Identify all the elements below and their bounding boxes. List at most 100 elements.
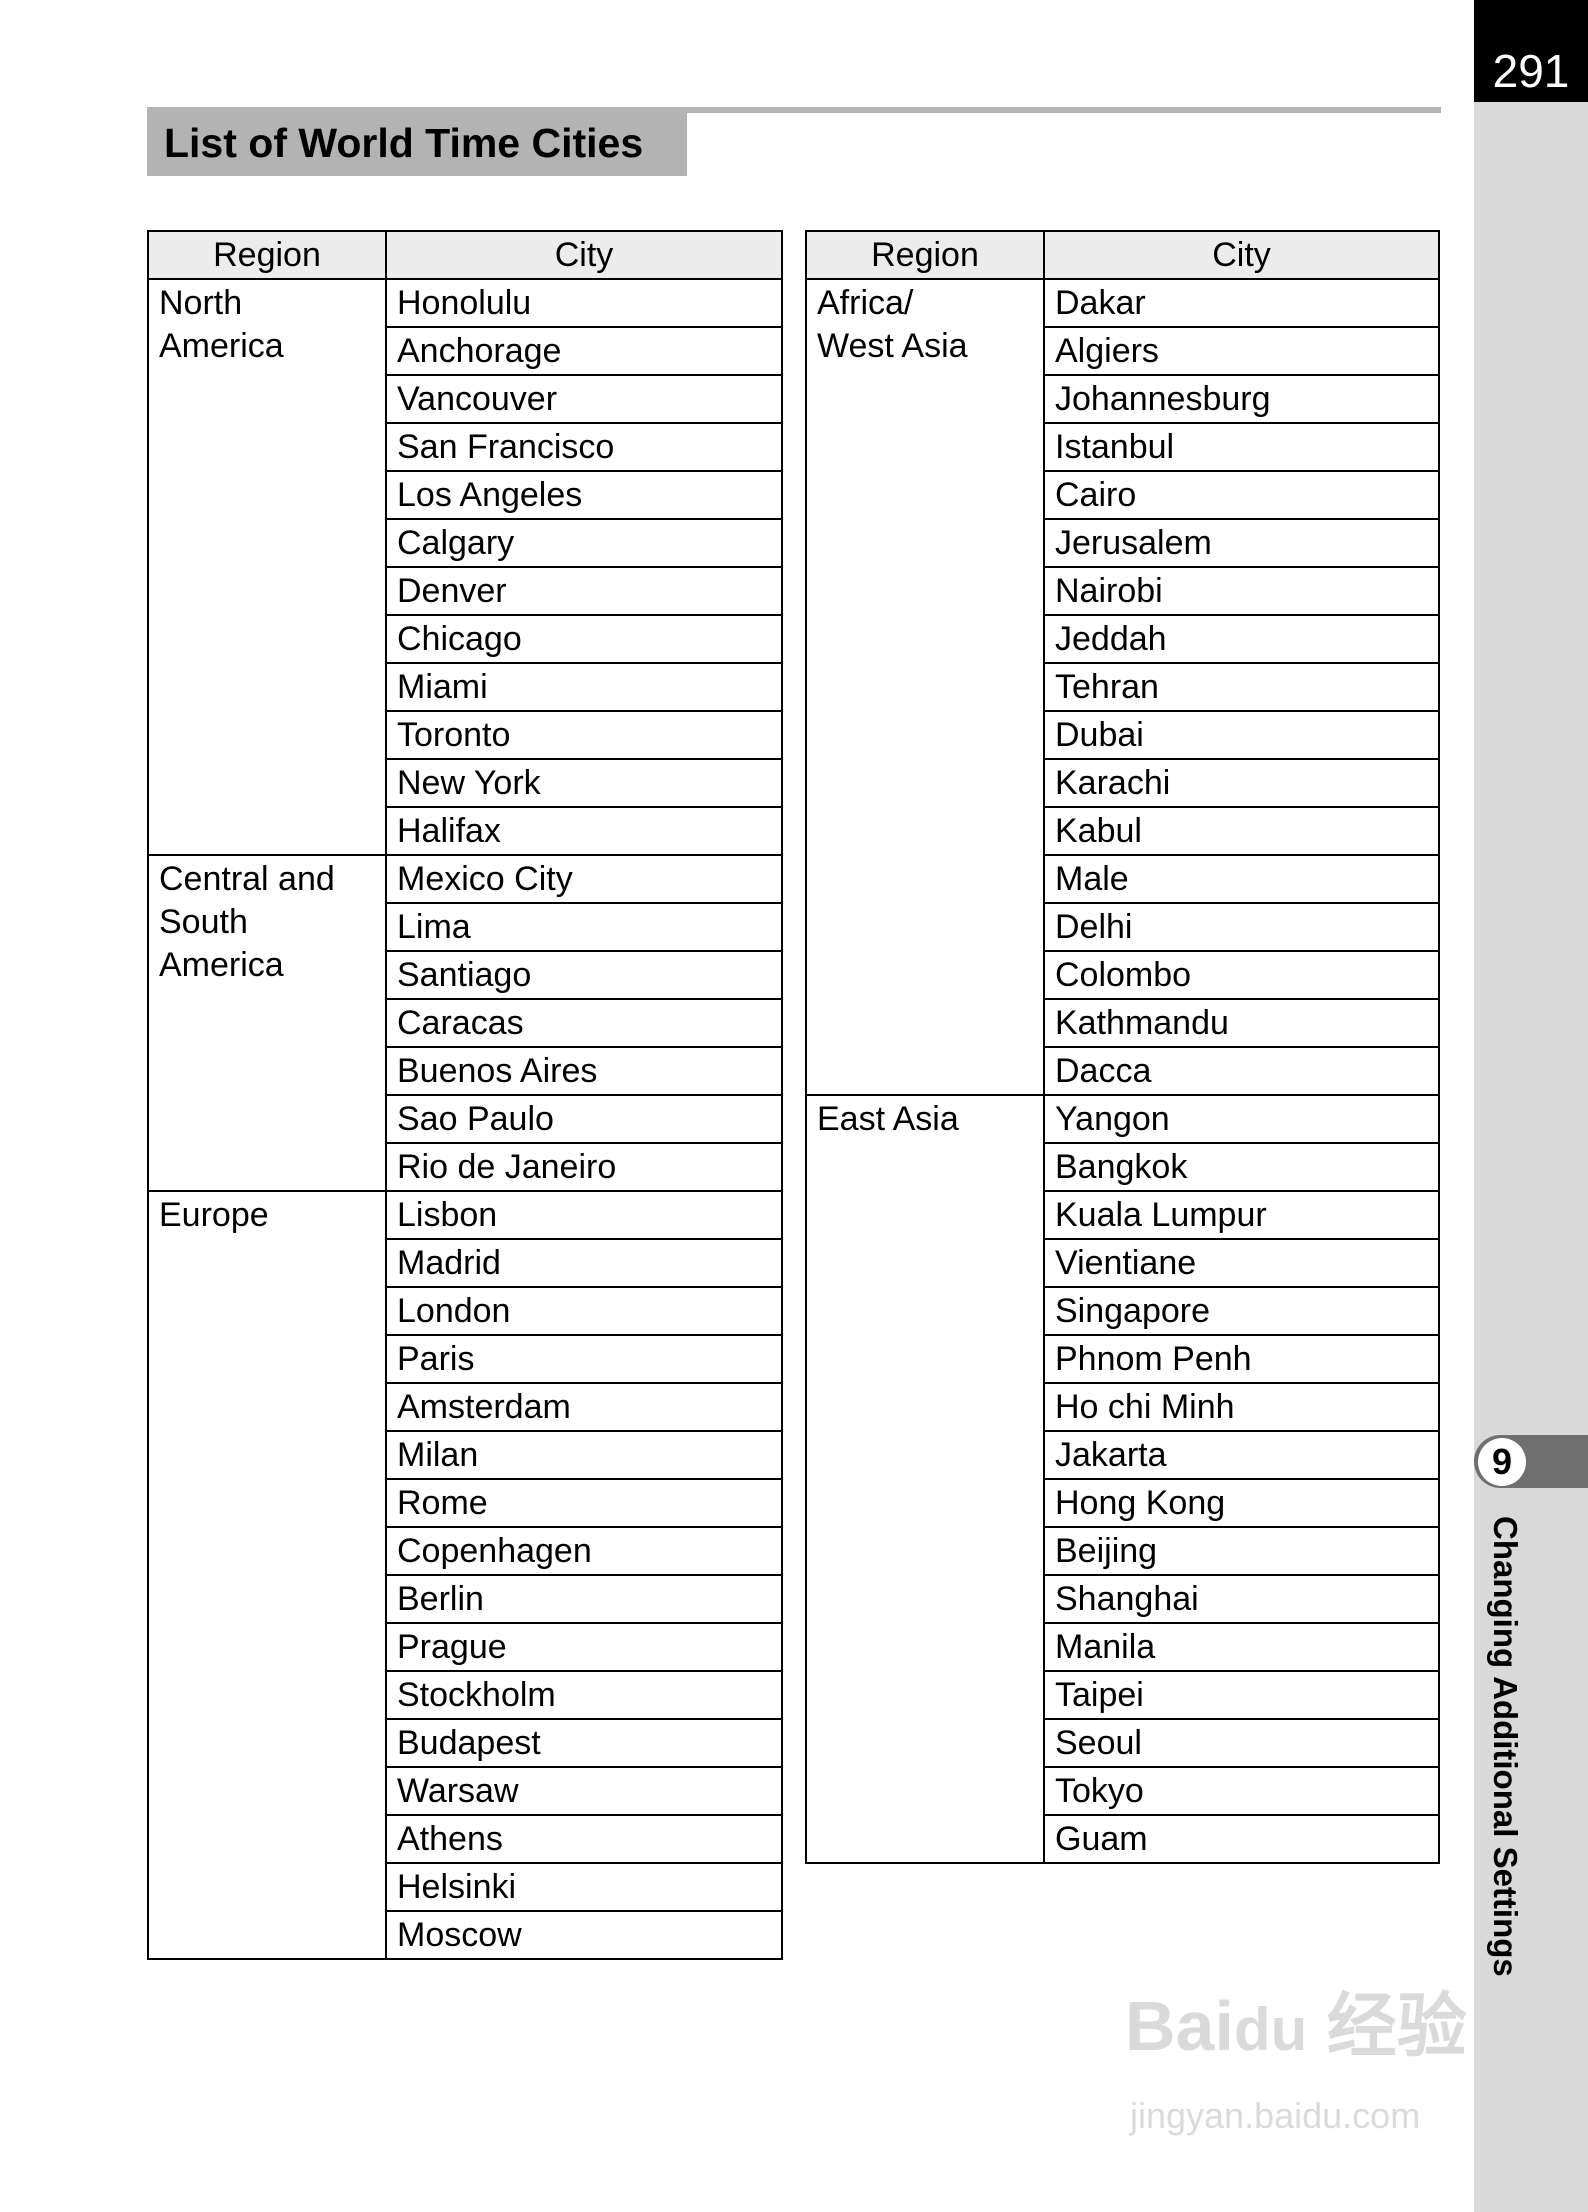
table-row: Nairobi [806,566,1440,616]
table-row: Paris [148,1334,783,1384]
city-cell: Kabul [1043,806,1440,856]
table-row: Los Angeles [148,470,783,520]
city-cell: Kathmandu [1043,998,1440,1048]
city-cell: Moscow [385,1910,783,1960]
chapter-sidebar [1474,0,1588,2212]
city-cell: Taipei [1043,1670,1440,1720]
table-row: Copenhagen [148,1526,783,1576]
table-row: Tehran [806,662,1440,712]
table-row: Colombo [806,950,1440,1000]
city-cell: San Francisco [385,422,783,472]
city-cell: Athens [385,1814,783,1864]
watermark-logo: Baidu 经验 [1125,1987,1467,2065]
table-row: Rome [148,1478,783,1528]
table-row: Kabul [806,806,1440,856]
city-cell: Hong Kong [1043,1478,1440,1528]
table-row: Denver [148,566,783,616]
table-row: Seoul [806,1718,1440,1768]
title-rule [147,107,1441,113]
city-cell: Vancouver [385,374,783,424]
region-cell: East Asia [805,1094,1045,1864]
city-cell: Chicago [385,614,783,664]
city-cell: Toronto [385,710,783,760]
city-cell: Copenhagen [385,1526,783,1576]
city-cell: Tehran [1043,662,1440,712]
table-row: Buenos Aires [148,1046,783,1096]
header-region: Region [805,230,1045,280]
city-cell: Johannesburg [1043,374,1440,424]
city-cell: Budapest [385,1718,783,1768]
city-cell: Jakarta [1043,1430,1440,1480]
city-cell: Helsinki [385,1862,783,1912]
table-row: Dacca [806,1046,1440,1096]
city-cell: Berlin [385,1574,783,1624]
city-cell: Warsaw [385,1766,783,1816]
table-row: Hong Kong [806,1478,1440,1528]
region-cell: Europe [147,1190,387,1960]
table-row: Taipei [806,1670,1440,1720]
table-row: Kathmandu [806,998,1440,1048]
city-cell: Nairobi [1043,566,1440,616]
table-row: Vientiane [806,1238,1440,1288]
city-cell: Algiers [1043,326,1440,376]
table-row: Tokyo [806,1766,1440,1816]
table-row: Budapest [148,1718,783,1768]
city-cell: Yangon [1043,1094,1440,1144]
header-city: City [385,230,783,280]
table-row: Calgary [148,518,783,568]
table-row: Berlin [148,1574,783,1624]
region-cell: Central and South America [147,854,387,1192]
table-row: Vancouver [148,374,783,424]
table-row: Rio de Janeiro [148,1142,783,1192]
region-label-line: America [159,946,284,984]
table-row: Bangkok [806,1142,1440,1192]
table-row: Dubai [806,710,1440,760]
header-region: Region [147,230,387,280]
city-cell: Calgary [385,518,783,568]
city-cell: Paris [385,1334,783,1384]
table-row: Johannesburg [806,374,1440,424]
table-row: Jakarta [806,1430,1440,1480]
city-cell: Denver [385,566,783,616]
table-row: Athens [148,1814,783,1864]
city-cell: Dacca [1043,1046,1440,1096]
city-cell: Milan [385,1430,783,1480]
table-row: Phnom Penh [806,1334,1440,1384]
table-row: Shanghai [806,1574,1440,1624]
city-cell: Stockholm [385,1670,783,1720]
table-row: Sao Paulo [148,1094,783,1144]
region-label-line: Europe [159,1196,269,1234]
city-cell: Miami [385,662,783,712]
table-row: Beijing [806,1526,1440,1576]
table-row: Warsaw [148,1766,783,1816]
region-label-line: West Asia [817,327,968,365]
city-cell: Cairo [1043,470,1440,520]
city-cell: Jerusalem [1043,518,1440,568]
city-cell: Manila [1043,1622,1440,1672]
table-row: Jerusalem [806,518,1440,568]
city-cell: Istanbul [1043,422,1440,472]
table-row: North America Honolulu [147,278,783,856]
table-row: Amsterdam [148,1382,783,1432]
table-row: London [148,1286,783,1336]
region-label-line: East Asia [817,1100,959,1138]
city-cell: Madrid [385,1238,783,1288]
city-cell: Dubai [1043,710,1440,760]
table-row: Miami [148,662,783,712]
city-cell: Lima [385,902,783,952]
table-row: New York [148,758,783,808]
city-cell: Honolulu [385,278,783,328]
table-row: Male [806,854,1440,904]
city-cell: Dakar [1043,278,1440,328]
city-cell: Delhi [1043,902,1440,952]
watermark-url: jingyan.baidu.com [1130,2095,1421,2136]
table-row: Toronto [148,710,783,760]
city-cell: Seoul [1043,1718,1440,1768]
city-cell: New York [385,758,783,808]
city-cell: Los Angeles [385,470,783,520]
table-row: Stockholm [148,1670,783,1720]
city-cell: Singapore [1043,1286,1440,1336]
table-row: Europe Lisbon [147,1190,783,1960]
city-cell: Karachi [1043,758,1440,808]
city-cell: Guam [1043,1814,1440,1864]
